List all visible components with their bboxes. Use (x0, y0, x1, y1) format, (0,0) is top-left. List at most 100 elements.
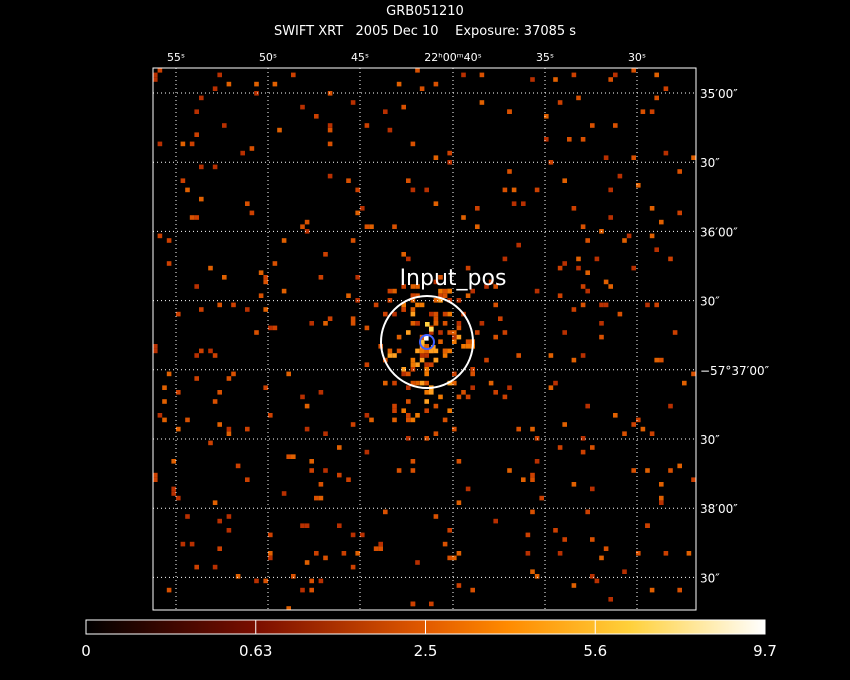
photon-pixel (580, 353, 586, 358)
photon-pixel (199, 348, 204, 354)
photon-pixel (263, 578, 268, 584)
photon-pixel (185, 514, 190, 519)
photon-pixel (645, 302, 650, 308)
photon-pixel (350, 100, 356, 105)
photon-pixel (291, 72, 296, 78)
photon-pixel (199, 307, 204, 312)
photon-pixel (245, 477, 250, 482)
photon-pixel (401, 408, 406, 413)
photon-pixel (585, 288, 590, 294)
photon-pixel (194, 353, 199, 358)
photon-pixel (194, 215, 199, 220)
photon-pixel (663, 150, 669, 156)
photon-pixel (608, 215, 613, 220)
photon-pixel (470, 385, 475, 390)
photon-pixel (268, 532, 273, 538)
photon-pixel (599, 302, 604, 308)
photon-pixel (415, 293, 420, 298)
photon-pixel (576, 256, 581, 262)
photon-pixel (654, 357, 659, 363)
photon-pixel (410, 321, 416, 326)
photon-pixel (222, 123, 227, 128)
photon-pixel (410, 380, 416, 386)
photon-pixel (314, 551, 319, 556)
photon-pixel (387, 288, 393, 294)
dec-label: 36′00″ (700, 225, 738, 239)
photon-pixel (226, 528, 232, 533)
photon-pixel (530, 477, 535, 482)
photon-pixel (622, 569, 627, 574)
photon-pixel (323, 431, 328, 436)
photon-pixel (309, 587, 314, 593)
colorbar-label: 0.63 (239, 642, 272, 660)
photon-pixel (649, 109, 655, 114)
photon-pixel (562, 537, 567, 542)
photon-pixel (424, 336, 429, 341)
photon-pixel (622, 431, 627, 436)
photon-pixel (258, 270, 264, 275)
photon-pixel (631, 422, 636, 427)
photon-pixel (447, 150, 452, 156)
photon-pixel (360, 532, 365, 538)
photon-pixel (479, 72, 485, 78)
photon-pixel (383, 109, 388, 114)
photon-pixel (364, 123, 370, 128)
photon-pixel (272, 81, 278, 87)
photon-pixel (199, 164, 204, 170)
photon-pixel (410, 298, 416, 303)
photon-pixel (645, 523, 650, 528)
photon-pixel (410, 468, 416, 473)
photon-pixel (571, 307, 577, 312)
photon-pixel (217, 422, 222, 427)
photon-pixel (245, 307, 250, 312)
photon-pixel (350, 564, 356, 570)
dec-label: 38′00″ (700, 502, 738, 516)
photon-pixel (438, 339, 443, 344)
photon-pixel (580, 284, 586, 289)
photon-pixel (433, 316, 439, 321)
photon-pixel (281, 238, 287, 243)
photon-pixel (406, 371, 411, 377)
photon-pixel (493, 334, 498, 340)
photon-pixel (580, 436, 586, 441)
photon-pixel (470, 587, 475, 593)
photon-pixel (576, 265, 581, 271)
photon-pixel (507, 109, 512, 114)
photon-pixel (617, 173, 623, 179)
photon-pixel (291, 574, 296, 579)
photon-pixel (672, 330, 678, 335)
image-frame (152, 67, 697, 611)
dec-label: 30″ (700, 295, 720, 309)
photon-pixel (613, 413, 618, 418)
photon-pixel (309, 468, 314, 473)
photon-pixel (456, 325, 462, 331)
photon-pixel (567, 137, 572, 142)
photon-pixel (199, 95, 204, 101)
photon-pixel (654, 302, 659, 308)
photon-pixel (157, 141, 163, 147)
photon-pixel (171, 491, 176, 496)
photon-pixel (318, 275, 324, 280)
photon-pixel (424, 390, 429, 395)
photon-pixel (300, 523, 305, 528)
photon-pixel (327, 316, 333, 321)
photon-pixel (663, 551, 669, 556)
photon-pixel (171, 486, 176, 492)
photon-pixel (309, 459, 314, 464)
photon-pixel (166, 238, 172, 243)
photon-pixel (654, 247, 659, 252)
photon-pixel (516, 426, 521, 432)
photon-pixel (516, 353, 521, 358)
photon-pixel (677, 463, 682, 469)
photon-pixel (691, 477, 696, 482)
photon-pixel (327, 141, 333, 147)
photon-pixel (562, 261, 567, 266)
photon-pixel (304, 229, 310, 234)
photon-pixel (401, 104, 406, 110)
photon-pixel (272, 325, 278, 331)
photon-pixel (318, 578, 324, 584)
photon-pixel (525, 551, 531, 556)
photon-pixel (171, 459, 176, 464)
photon-pixel (268, 551, 273, 556)
